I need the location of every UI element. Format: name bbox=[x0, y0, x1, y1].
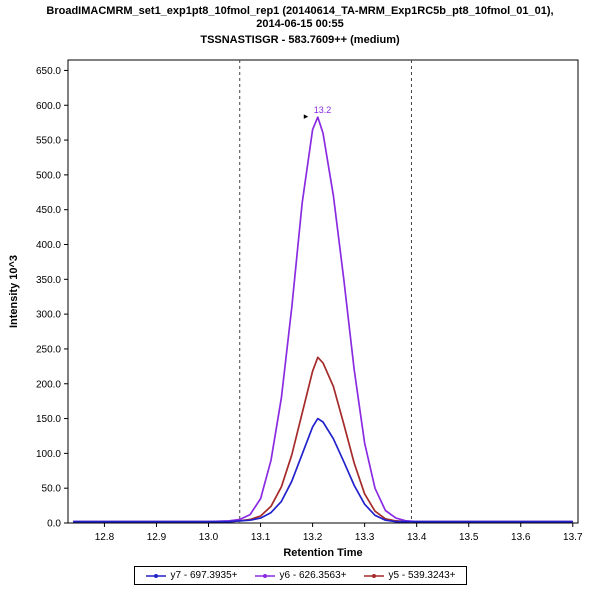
legend-line-marker-icon bbox=[254, 573, 275, 578]
chart-header: BroadIMACMRM_set1_exp1pt8_10fmol_rep1 (2… bbox=[0, 5, 600, 47]
y-tick-label: 400.0 bbox=[36, 240, 61, 251]
series-line-y7[interactable] bbox=[73, 417, 573, 523]
y-tick-label: 100.0 bbox=[36, 449, 61, 460]
chart-subtitle: TSSNASTISGR - 583.7609++ (medium) bbox=[200, 34, 400, 46]
y-tick-label: 600.0 bbox=[36, 101, 61, 112]
legend-item-y7: y7 - 697.3935+ bbox=[145, 570, 238, 581]
x-axis-label: Retention Time bbox=[283, 547, 362, 559]
x-tick-label: 13.3 bbox=[355, 532, 375, 543]
y-tick-label: 500.0 bbox=[36, 170, 61, 181]
legend-item-y5: y5 - 539.3243+ bbox=[363, 570, 456, 581]
y-tick-label: 200.0 bbox=[36, 379, 61, 390]
y-tick-label: 350.0 bbox=[36, 275, 61, 286]
y-tick-label: 450.0 bbox=[36, 205, 61, 216]
y-tick-label: 650.0 bbox=[36, 66, 61, 77]
x-tick-label: 13.1 bbox=[251, 532, 271, 543]
peak-arrow-icon: ▸ bbox=[304, 111, 309, 121]
legend-line-marker-icon bbox=[145, 573, 166, 578]
series-line-y5[interactable] bbox=[73, 356, 573, 523]
chart-title-line-1: BroadIMACMRM_set1_exp1pt8_10fmol_rep1 (2… bbox=[46, 5, 554, 17]
y-tick-label: 300.0 bbox=[36, 310, 61, 321]
chart-title-line-2: 2014-06-15 00:55 bbox=[256, 18, 344, 30]
x-tick-label: 13.0 bbox=[199, 532, 219, 543]
legend-item-y6: y6 - 626.3563+ bbox=[254, 570, 347, 581]
peak-annotation[interactable]: 13.2 bbox=[314, 105, 332, 115]
y-tick-label: 50.0 bbox=[42, 484, 62, 495]
x-tick-label: 13.5 bbox=[459, 532, 479, 543]
y-tick-label: 150.0 bbox=[36, 414, 61, 425]
legend: y7 - 697.3935+ y6 - 626.3563+ y5 - 539.324… bbox=[0, 566, 600, 585]
legend-label: y6 - 626.3563+ bbox=[279, 570, 347, 581]
x-tick-label: 12.8 bbox=[95, 532, 115, 543]
chromatogram-plot[interactable]: 0.0 50.0 100.0 150.0 200.0 250.0 300.0 350.0 400… bbox=[0, 50, 600, 562]
legend-box: y7 - 697.3935+ y6 - 626.3563+ y5 - 539.324… bbox=[133, 566, 467, 585]
y-axis-label: Intensity 10^3 bbox=[8, 255, 20, 328]
y-tick-label: 250.0 bbox=[36, 344, 61, 355]
x-tick-label: 12.9 bbox=[147, 532, 167, 543]
x-tick-label: 13.4 bbox=[407, 532, 427, 543]
series-line-y6[interactable] bbox=[73, 116, 573, 523]
x-tick-label: 13.7 bbox=[563, 532, 583, 543]
legend-label: y5 - 539.3243+ bbox=[388, 570, 456, 581]
x-tick-label: 13.6 bbox=[511, 532, 531, 543]
y-tick-label: 550.0 bbox=[36, 136, 61, 147]
y-tick-label: 0.0 bbox=[47, 519, 61, 530]
legend-line-marker-icon bbox=[363, 573, 384, 578]
legend-label: y7 - 697.3935+ bbox=[170, 570, 238, 581]
x-tick-label: 13.2 bbox=[303, 532, 323, 543]
plot-frame bbox=[67, 59, 579, 524]
